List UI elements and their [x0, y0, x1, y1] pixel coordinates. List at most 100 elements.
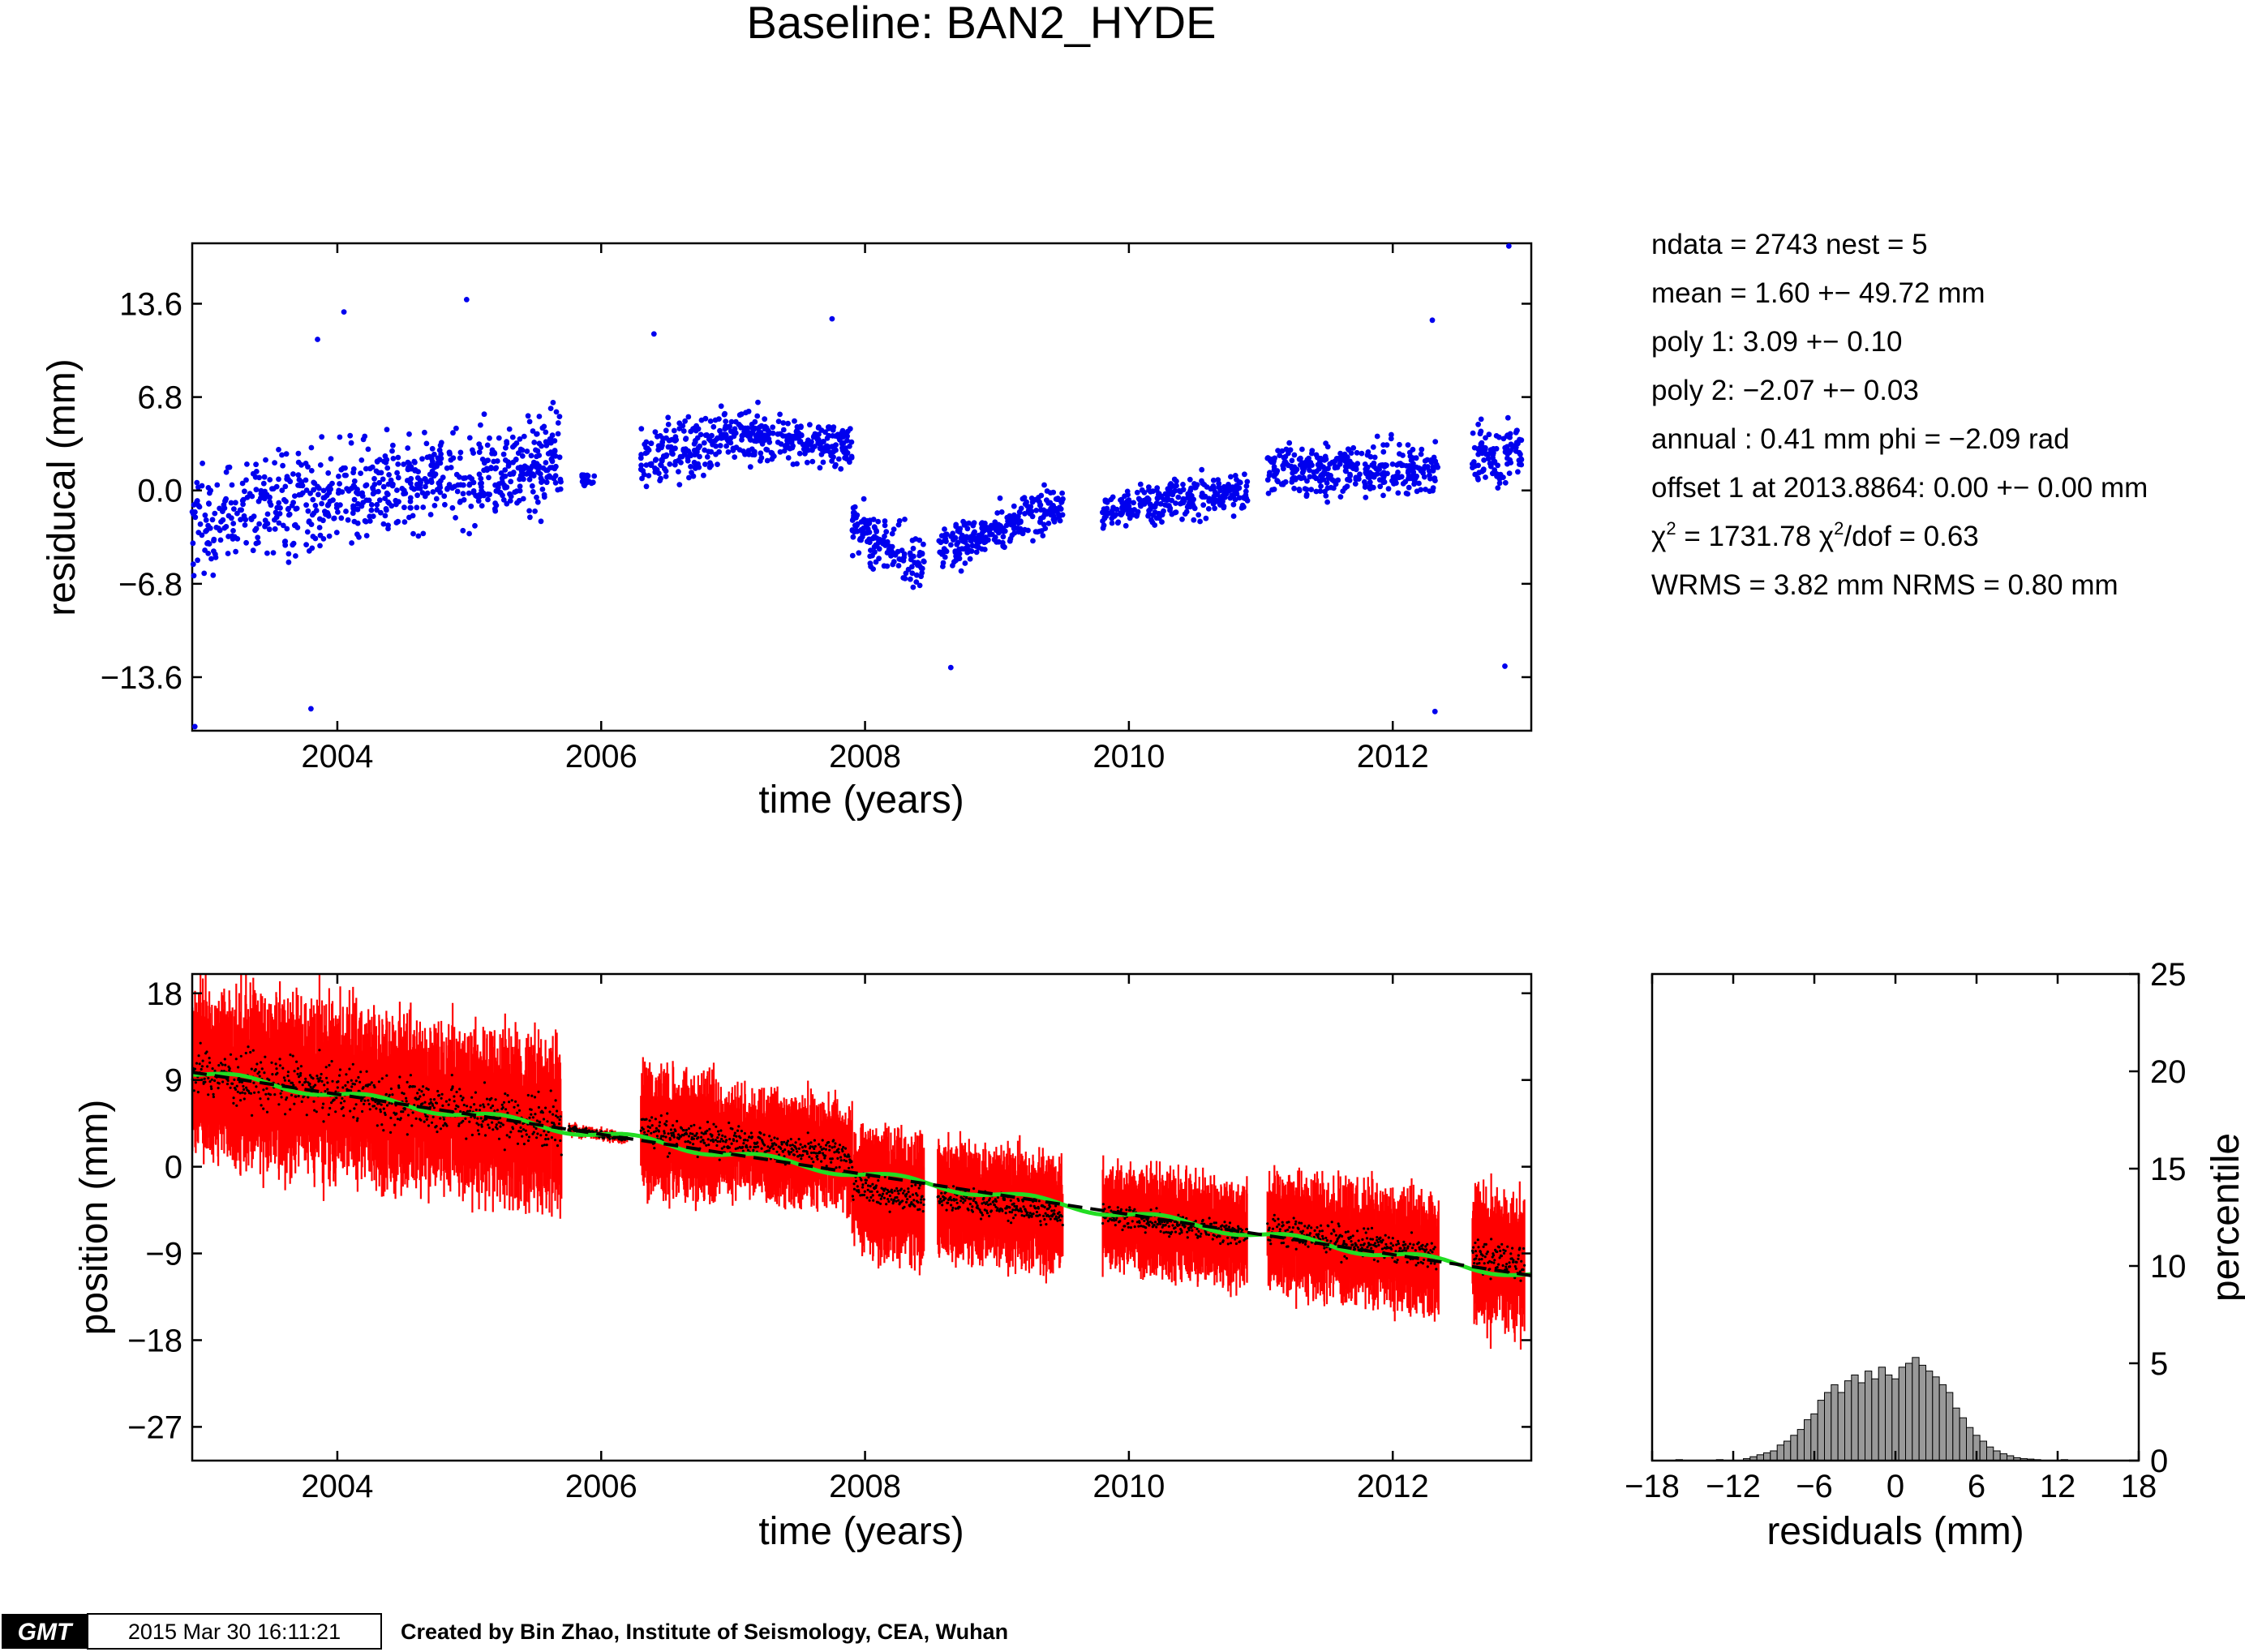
- position-point: [398, 1075, 401, 1079]
- position-point: [388, 1101, 391, 1105]
- position-point: [325, 1076, 328, 1079]
- residual-point: [905, 566, 912, 573]
- residual-point: [487, 491, 492, 498]
- residual-point: [303, 487, 310, 493]
- residual-point: [1397, 441, 1402, 448]
- residual-point: [1294, 466, 1300, 473]
- residual-point: [936, 538, 942, 544]
- residual-point: [1502, 479, 1509, 486]
- residual-point: [697, 443, 703, 449]
- residual-point: [255, 534, 261, 541]
- residual-point: [225, 513, 232, 519]
- residual-point: [428, 477, 434, 483]
- residual-point: [512, 489, 517, 496]
- residual-point: [1220, 492, 1226, 499]
- residual-point: [783, 441, 790, 448]
- residual-point: [331, 516, 337, 521]
- residual-point: [1131, 507, 1138, 513]
- position-point: [423, 1120, 426, 1123]
- residual-point: [250, 470, 256, 477]
- residual-point: [1334, 465, 1341, 470]
- position-point: [396, 1118, 400, 1121]
- residual-point: [479, 487, 484, 494]
- residual-point: [422, 429, 427, 436]
- residual-point: [953, 553, 959, 560]
- residual-point: [405, 445, 411, 451]
- residual-point: [707, 418, 714, 424]
- residual-point: [1323, 493, 1329, 499]
- position-point: [349, 1109, 352, 1113]
- position-point: [249, 1092, 253, 1095]
- residual-point: [707, 438, 714, 444]
- residual-point: [911, 553, 916, 560]
- residual-point: [1283, 446, 1290, 453]
- residual-point: [201, 570, 208, 577]
- position-point: [470, 1133, 474, 1137]
- residual-point: [702, 432, 709, 439]
- position-point: [372, 1105, 376, 1108]
- residual-point: [723, 443, 729, 449]
- residual-point: [555, 431, 561, 437]
- residual-point: [411, 458, 418, 465]
- residual-point: [356, 534, 362, 540]
- residual-point: [319, 434, 325, 440]
- position-point: [264, 1055, 267, 1058]
- residual-point: [850, 509, 856, 516]
- residual-point: [423, 483, 428, 490]
- residual-point: [194, 498, 200, 504]
- residual-point: [1205, 506, 1212, 512]
- position-point: [385, 1074, 388, 1077]
- position-point: [413, 1085, 416, 1088]
- residual-point: [496, 435, 502, 441]
- position-point: [429, 1098, 432, 1101]
- residual-point: [368, 502, 375, 508]
- residual-point: [460, 491, 466, 497]
- residual-point: [1345, 476, 1350, 483]
- residual-point: [506, 426, 513, 432]
- residual-point: [507, 491, 513, 497]
- position-point: [229, 1086, 232, 1089]
- residual-point: [1146, 484, 1152, 490]
- residual-point: [557, 486, 564, 492]
- position-point: [276, 1071, 279, 1075]
- residual-point: [747, 464, 753, 470]
- residual-point: [360, 500, 367, 505]
- position-point: [304, 1080, 307, 1083]
- position-point: [232, 1096, 235, 1100]
- residual-point: [1380, 462, 1385, 468]
- residual-point: [948, 534, 954, 539]
- residual-point: [272, 526, 278, 532]
- residual-point: [195, 557, 201, 564]
- residual-point: [1367, 479, 1373, 485]
- residual-point: [844, 433, 850, 440]
- residual-point: [239, 498, 246, 504]
- position-point: [265, 1087, 268, 1090]
- residual-point: [1506, 470, 1513, 476]
- residual-point: [378, 470, 384, 476]
- residual-point: [749, 452, 756, 457]
- residual-point: [530, 471, 536, 477]
- position-point: [457, 1105, 460, 1109]
- residual-point: [283, 451, 290, 457]
- residual-point: [702, 461, 708, 467]
- residual-point: [351, 518, 358, 525]
- residual-point: [420, 530, 427, 537]
- residual-point: [203, 517, 209, 523]
- residual-point: [940, 551, 946, 557]
- residual-point: [484, 442, 491, 448]
- residual-point: [350, 466, 357, 472]
- position-point: [283, 1079, 286, 1082]
- residual-point: [880, 538, 886, 543]
- stat-line-wrms: WRMS = 3.82 mm NRMS = 0.80 mm: [1651, 569, 2118, 601]
- residual-point: [336, 474, 341, 479]
- residual-point: [794, 461, 800, 467]
- residual-point: [1102, 507, 1109, 513]
- residual-point: [502, 467, 509, 473]
- residual-point: [638, 426, 645, 432]
- residual-point: [1432, 475, 1438, 481]
- residual-point: [543, 467, 549, 474]
- residual-point: [253, 461, 259, 468]
- residual-point: [1380, 492, 1386, 499]
- residual-point: [523, 471, 530, 477]
- residual-point: [698, 417, 705, 423]
